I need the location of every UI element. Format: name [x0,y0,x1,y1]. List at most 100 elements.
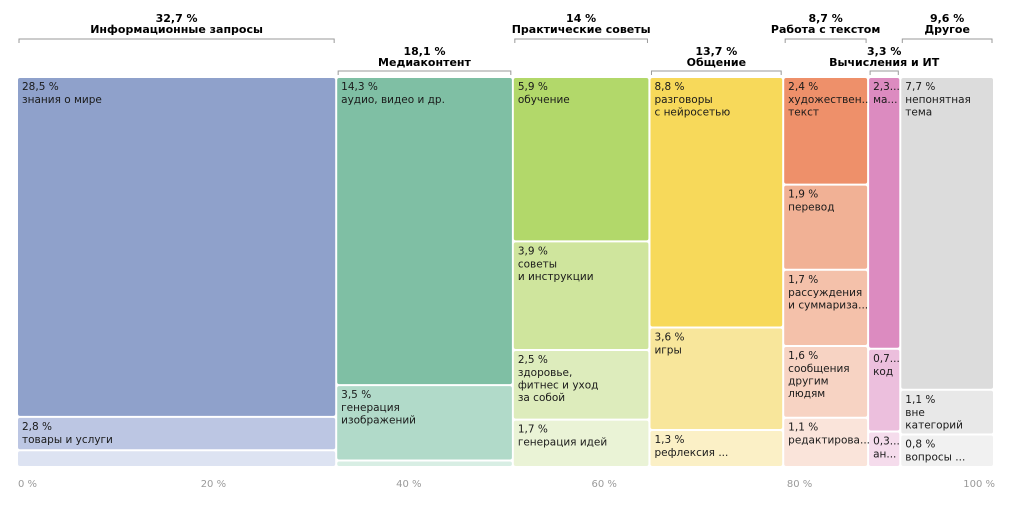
treemap-cell [337,78,512,385]
cell-percent: 3,6 % [654,332,684,344]
group-name: Вычисления и ИТ [829,56,940,69]
cell-percent: 3,9 % [518,245,548,257]
treemap-cell [650,328,783,429]
cell-label: перевод [788,202,834,214]
cell-label: изображений [341,415,416,427]
group-name: Медиаконтент [378,56,471,69]
treemap-cell [337,461,512,466]
cell-label: разговоры [654,94,712,106]
cell-percent: 0,3... [873,436,900,448]
treemap-cell [901,78,993,389]
treemap-cell [901,435,993,466]
group-percent: 13,7 % [695,45,737,58]
group-bracket [650,70,782,75]
cell-label: аудио, видео и др. [341,94,445,106]
cell-label: тема [905,107,932,119]
cell-percent: 1,6 % [788,350,818,362]
cell-percent: 14,3 % [341,81,378,93]
treemap-cell [513,420,649,466]
cell-percent: 2,4 % [788,81,818,93]
cell-label: код [873,366,893,378]
group-name: Практические советы [512,23,651,36]
x-tick-label: 20 % [201,479,226,490]
treemap-cell [513,242,649,349]
cell-percent: 1,1 % [788,422,818,434]
cell-percent: 1,7 % [518,424,548,436]
treemap-cell [18,451,336,466]
group-bracket [18,38,335,43]
group-name: Работа с текстом [771,23,880,36]
group-bracket [514,38,648,43]
cell-label: игры [654,345,681,357]
group-name: Общение [687,56,746,69]
cell-percent: 5,9 % [518,81,548,93]
group-percent: 9,6 % [930,12,964,25]
group-name: Другое [924,23,970,36]
cell-label: непонятная [905,94,971,106]
cell-label: генерация [341,402,400,414]
cell-label: обучение [518,94,570,106]
cell-label: рефлексия ... [654,447,728,459]
treemap-cell [784,185,868,269]
treemap-cell [869,432,900,466]
cell-label: товары и услуги [22,434,113,446]
cell-label: за собой [518,392,565,404]
treemap-cell [513,78,649,241]
cell-label: сообщения [788,363,849,375]
cell-label: ма... [873,94,897,106]
cell-percent: 0,8 % [905,439,935,451]
cell-label: ан... [873,449,896,461]
x-tick-label: 0 % [18,479,37,490]
cell-percent: 1,9 % [788,189,818,201]
cell-label: редактирова... [788,435,870,447]
cell-percent: 2,8 % [22,421,52,433]
group-bracket [337,70,512,75]
cell-percent: 0,7... [873,353,900,365]
x-tick-label: 60 % [591,479,616,490]
cell-label: категорий [905,419,963,431]
treemap-cell [650,431,783,466]
group-percent: 18,1 % [403,45,445,58]
cell-label: рассуждения [788,287,862,299]
treemap-cell [18,78,336,416]
cell-label: генерация идей [518,437,607,449]
cell-label: вне [905,407,925,419]
group-bracket [869,70,899,75]
group-percent: 14 % [566,12,596,25]
x-tick-label: 40 % [396,479,421,490]
cell-label: с нейросетью [654,107,730,119]
group-percent: 32,7 % [156,12,198,25]
x-tick-label: 100 % [963,479,995,490]
cell-percent: 1,7 % [788,274,818,286]
treemap-cell [18,417,336,450]
cell-label: и суммариза... [788,299,868,311]
cell-percent: 28,5 % [22,81,59,93]
cell-percent: 7,7 % [905,81,935,93]
treemap-cell [869,349,900,431]
treemap-cell [869,78,900,348]
group-percent: 8,7 % [808,12,842,25]
cell-label: людям [788,388,825,400]
cell-label: текст [788,107,819,119]
group-percent: 3,3 % [867,45,901,58]
cell-percent: 2,3... [873,81,900,93]
cell-label: и инструкции [518,271,594,283]
cell-percent: 2,5 % [518,354,548,366]
cell-percent: 3,5 % [341,389,371,401]
x-tick-label: 80 % [787,479,812,490]
treemap-cell [337,386,512,460]
group-name: Информационные запросы [90,23,263,36]
cell-percent: 1,3 % [654,434,684,446]
treemap-cell [784,78,868,184]
cell-label: вопросы ... [905,452,965,464]
cell-percent: 8,8 % [654,81,684,93]
treemap-cell [650,78,783,327]
treemap-cell [513,351,649,419]
cell-label: советы [518,258,557,270]
cell-label: здоровье, [518,367,573,379]
cell-label: другим [788,375,828,387]
group-bracket [901,38,993,43]
treemap-cell [784,347,868,417]
group-bracket [784,38,867,43]
